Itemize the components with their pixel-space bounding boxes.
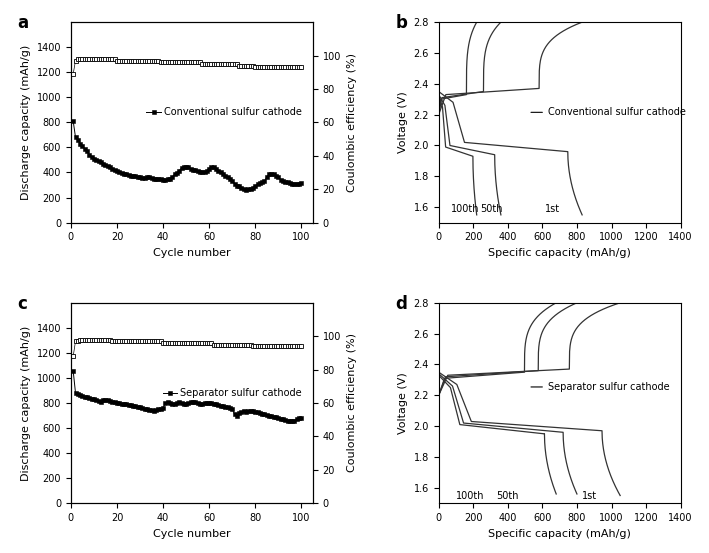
Separator sulfur cathode: [69, 368, 77, 374]
Conventional sulfur cathode: [205, 165, 213, 172]
Text: b: b: [395, 14, 407, 32]
Y-axis label: Discharge capacity (mAh/g): Discharge capacity (mAh/g): [21, 45, 31, 200]
Separator sulfur cathode: [186, 399, 195, 406]
Conventional sulfur cathode: [297, 180, 306, 186]
Conventional sulfur cathode: [69, 118, 77, 124]
Y-axis label: Coulombic efficiency (%): Coulombic efficiency (%): [347, 53, 357, 192]
Text: 50th: 50th: [496, 491, 519, 501]
Text: c: c: [18, 295, 28, 313]
Conventional sulfur cathode: [113, 168, 121, 175]
Y-axis label: Discharge capacity (mAh/g): Discharge capacity (mAh/g): [21, 325, 31, 481]
Text: 1st: 1st: [545, 204, 560, 214]
Y-axis label: Voltage (V): Voltage (V): [398, 91, 408, 153]
Separator sulfur cathode: [286, 417, 294, 424]
Text: 100th: 100th: [456, 491, 484, 501]
Y-axis label: Coulombic efficiency (%): Coulombic efficiency (%): [347, 333, 357, 472]
Text: a: a: [18, 14, 29, 32]
X-axis label: Specific capacity (mAh/g): Specific capacity (mAh/g): [489, 248, 631, 258]
Text: 100th: 100th: [451, 204, 480, 214]
Separator sulfur cathode: [113, 400, 121, 406]
X-axis label: Specific capacity (mAh/g): Specific capacity (mAh/g): [489, 529, 631, 539]
Legend: Conventional sulfur cathode: Conventional sulfur cathode: [143, 103, 306, 121]
Separator sulfur cathode: [205, 400, 213, 406]
Text: 50th: 50th: [480, 204, 503, 214]
Separator sulfur cathode: [288, 418, 296, 425]
Text: Conventional sulfur cathode: Conventional sulfur cathode: [547, 107, 686, 117]
Text: Separator sulfur cathode: Separator sulfur cathode: [547, 382, 669, 392]
Separator sulfur cathode: [122, 401, 130, 408]
Legend: Separator sulfur cathode: Separator sulfur cathode: [159, 384, 306, 402]
Y-axis label: Voltage (V): Voltage (V): [398, 372, 408, 434]
Separator sulfur cathode: [297, 415, 306, 421]
Conventional sulfur cathode: [242, 187, 250, 194]
Conventional sulfur cathode: [186, 165, 195, 172]
X-axis label: Cycle number: Cycle number: [153, 248, 230, 258]
Line: Conventional sulfur cathode: Conventional sulfur cathode: [72, 119, 303, 192]
Text: 1st: 1st: [581, 491, 596, 501]
Text: d: d: [395, 295, 407, 313]
Line: Separator sulfur cathode: Separator sulfur cathode: [72, 369, 303, 423]
X-axis label: Cycle number: Cycle number: [153, 529, 230, 539]
Conventional sulfur cathode: [288, 180, 296, 187]
Conventional sulfur cathode: [122, 171, 130, 178]
Separator sulfur cathode: [279, 416, 287, 422]
Conventional sulfur cathode: [281, 179, 289, 185]
